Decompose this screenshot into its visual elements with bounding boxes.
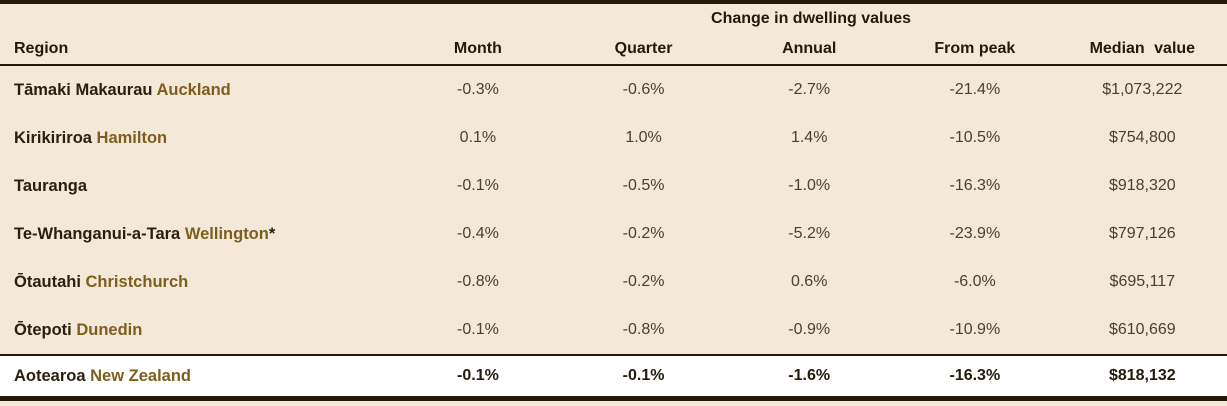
region-maori-name: Te-Whanganui-a-Tara: [14, 224, 181, 243]
region-maori-name: Aotearoa: [14, 366, 86, 385]
region-cell: Te-Whanganui-a-Tara Wellington*: [0, 210, 395, 258]
table-row-wellington: Te-Whanganui-a-Tara Wellington* -0.4% -0…: [0, 210, 1227, 258]
region-english-name: Wellington: [184, 224, 269, 243]
quarter-value: 1.0%: [625, 129, 662, 146]
column-header-quarter: Quarter: [560, 34, 727, 66]
quarter-value: -0.6%: [622, 81, 665, 98]
region-english-name: Auckland: [156, 80, 231, 99]
month-value: -0.1%: [457, 177, 499, 194]
table-row-total-new-zealand: Aotearoa New Zealand -0.1% -0.1% -1.6% -…: [0, 354, 1227, 401]
table-row-auckland: Tāmaki Makaurau Auckland -0.3% -0.6% -2.…: [0, 65, 1227, 114]
region-name: Tauranga: [14, 176, 88, 195]
column-header-month: Month: [395, 34, 561, 66]
region-english-name: Dunedin: [76, 320, 143, 339]
region-cell: Ōtautahi Christchurch: [0, 258, 395, 306]
month-value: -0.3%: [457, 81, 499, 98]
table-row-tauranga: Tauranga -0.1% -0.5% -1.0% -16.3% $918,3…: [0, 162, 1227, 210]
month-value: 0.1%: [459, 129, 497, 146]
median-value: $610,669: [1108, 321, 1176, 338]
median-value: $754,800: [1108, 129, 1176, 146]
region-maori-name: Kirikiriroa: [14, 128, 92, 147]
region-english-name: New Zealand: [90, 366, 191, 385]
from-peak-value: -21.4%: [949, 81, 1001, 98]
annual-value: -1.0%: [788, 177, 831, 194]
quarter-value: -0.8%: [622, 321, 665, 338]
column-header-region: Region: [0, 34, 396, 66]
region-cell: Aotearoa New Zealand: [0, 354, 396, 401]
region-english-name: Christchurch: [85, 272, 189, 291]
from-peak-value: -6.0%: [953, 273, 996, 290]
span-header: Change in dwelling values: [711, 10, 912, 27]
median-value: $818,132: [1057, 354, 1227, 401]
month-value: -0.1%: [395, 354, 561, 401]
annual-value: 1.4%: [790, 129, 828, 146]
column-header-annual: Annual: [726, 34, 893, 66]
region-english-name: Hamilton: [96, 128, 168, 147]
region-cell: Tāmaki Makaurau Auckland: [0, 65, 395, 114]
median-value: $695,117: [1109, 273, 1176, 290]
quarter-value: -0.2%: [622, 225, 665, 242]
region-cell: Tauranga: [0, 162, 395, 210]
table-row-dunedin: Ōtepoti Dunedin -0.1% -0.8% -0.9% -10.9%…: [0, 306, 1227, 355]
from-peak-value: -10.9%: [949, 321, 1001, 338]
region-maori-name: Ōtautahi: [14, 272, 81, 291]
month-value: -0.1%: [457, 321, 499, 338]
from-peak-value: -10.5%: [949, 129, 1001, 146]
region-cell: Ōtepoti Dunedin: [0, 306, 395, 355]
region-maori-name: Tāmaki Makaurau: [14, 80, 153, 99]
region-footnote-marker: *: [268, 224, 276, 243]
span-header-spacer: [0, 4, 395, 34]
quarter-value: -0.1%: [560, 354, 727, 401]
column-header-from-peak: From peak: [892, 34, 1058, 66]
from-peak-value: -16.3%: [949, 177, 1001, 194]
annual-value: 0.6%: [790, 273, 828, 290]
from-peak-value: -23.9%: [949, 225, 1001, 242]
column-header-row: Region Month Quarter Annual From peak Me…: [0, 34, 1227, 66]
table-row-christchurch: Ōtautahi Christchurch -0.8% -0.2% 0.6% -…: [0, 258, 1227, 306]
region-maori-name: Ōtepoti: [14, 320, 72, 339]
quarter-value: -0.2%: [622, 273, 665, 290]
month-value: -0.8%: [457, 273, 499, 290]
annual-value: -1.6%: [726, 354, 893, 401]
span-header-row: Change in dwelling values: [0, 4, 1227, 34]
month-value: -0.4%: [457, 225, 499, 242]
median-value: $918,320: [1108, 177, 1176, 194]
annual-value: -5.2%: [788, 225, 831, 242]
region-cell: Kirikiriroa Hamilton: [0, 114, 395, 162]
from-peak-value: -16.3%: [892, 354, 1058, 401]
quarter-value: -0.5%: [622, 177, 665, 194]
dwelling-values-table: Change in dwelling values Region Month Q…: [0, 4, 1227, 401]
table-row-hamilton: Kirikiriroa Hamilton 0.1% 1.0% 1.4% -10.…: [0, 114, 1227, 162]
median-value: $797,126: [1108, 225, 1176, 242]
column-header-median-value: Median value: [1057, 34, 1227, 66]
annual-value: -2.7%: [788, 81, 831, 98]
annual-value: -0.9%: [788, 321, 831, 338]
median-value: $1,073,222: [1102, 81, 1183, 98]
